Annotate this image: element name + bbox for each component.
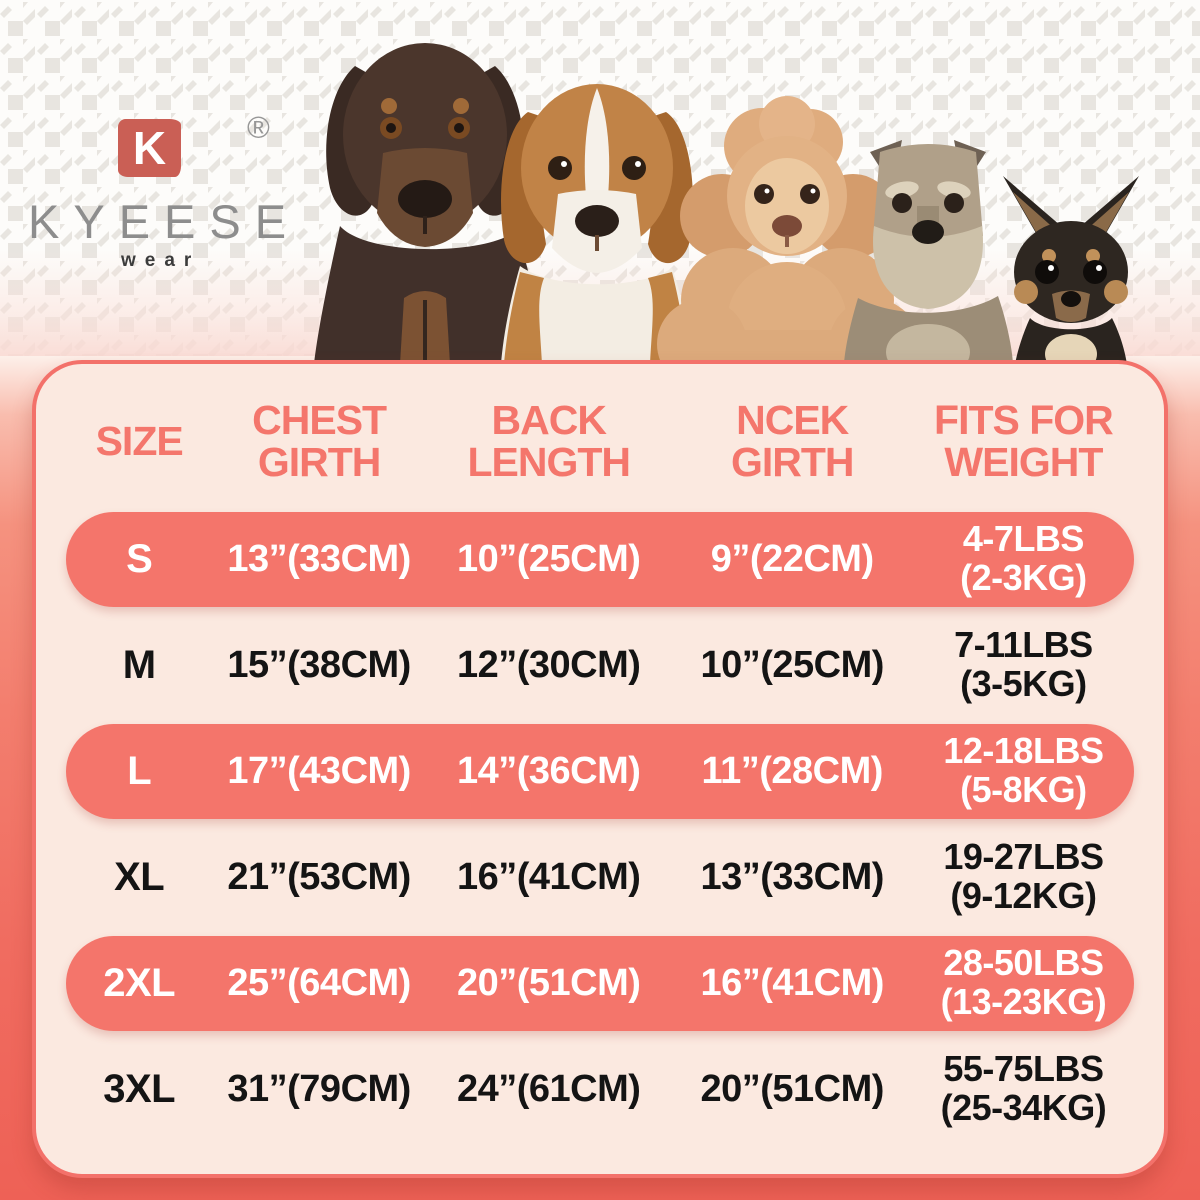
weight-cell: 55-75LBS (25-34KG) [940,1048,1107,1129]
table-row-size-xl: XL 21”(53CM) 16”(41CM) 13”(33CM) 19-27LB… [66,830,1134,925]
column-header-fits-for-weight: FITS FOR WEIGHT [934,397,1114,485]
neck-girth-cell: 11”(28CM) [701,749,884,792]
table-row-size-3xl: 3XL 31”(79CM) 24”(61CM) 20”(51CM) 55-75L… [66,1042,1134,1137]
table-header-row: SIZE CHEST GIRTH BACK LENGTH NCEK GIRTH … [66,397,1134,485]
chest-girth-cell: 17”(43CM) [227,749,411,792]
table-body: S 13”(33CM) 10”(25CM) 9”(22CM) 4-7LBS (2… [66,511,1134,1137]
table-row-size-m: M 15”(38CM) 12”(30CM) 10”(25CM) 7-11LBS … [66,618,1134,713]
neck-girth-cell: 13”(33CM) [700,855,884,898]
table-row-size-l: L 17”(43CM) 14”(36CM) 11”(28CM) 12-18LBS… [66,723,1134,819]
size-cell: M [122,642,156,687]
size-cell: XL [114,854,165,899]
neck-girth-cell: 20”(51CM) [700,1067,884,1110]
column-header-chest-girth: CHEST GIRTH [252,397,387,485]
chest-girth-cell: 25”(64CM) [227,961,411,1004]
chest-girth-cell: 13”(33CM) [227,537,411,580]
weight-cell: 7-11LBS (3-5KG) [954,624,1093,705]
chest-girth-cell: 21”(53CM) [227,855,411,898]
chest-girth-cell: 31”(79CM) [227,1067,411,1110]
size-cell: S [126,536,153,581]
back-length-cell: 16”(41CM) [456,855,641,898]
back-length-cell: 24”(61CM) [456,1067,641,1110]
back-length-cell: 10”(25CM) [456,537,641,580]
dogs-illustration [314,43,1139,364]
size-cell: 2XL [103,960,176,1005]
table-row-size-2xl: 2XL 25”(64CM) 20”(51CM) 16”(41CM) 28-50L… [66,935,1134,1031]
neck-girth-cell: 16”(41CM) [700,961,884,1004]
back-length-cell: 12”(30CM) [456,643,641,686]
column-header-back-length: BACK LENGTH [467,397,631,485]
size-cell: 3XL [103,1066,176,1111]
weight-cell: 4-7LBS (2-3KG) [960,518,1087,599]
back-length-cell: 20”(51CM) [456,961,641,1004]
neck-girth-cell: 10”(25CM) [700,643,884,686]
size-table-panel: SIZE CHEST GIRTH BACK LENGTH NCEK GIRTH … [32,360,1168,1178]
weight-cell: 28-50LBS (13-23KG) [940,942,1107,1023]
chest-girth-cell: 15”(38CM) [227,643,411,686]
back-length-cell: 14”(36CM) [456,749,641,792]
size-cell: L [127,748,152,793]
table-row-size-s: S 13”(33CM) 10”(25CM) 9”(22CM) 4-7LBS (2… [66,511,1134,607]
column-header-size: SIZE [95,417,184,464]
weight-cell: 12-18LBS (5-8KG) [943,730,1104,811]
weight-cell: 19-27LBS (9-12KG) [943,836,1104,917]
dog-chihuahua-icon [1003,176,1139,364]
column-header-neck-girth: NCEK GIRTH [730,397,855,485]
neck-girth-cell: 9”(22CM) [710,537,874,580]
